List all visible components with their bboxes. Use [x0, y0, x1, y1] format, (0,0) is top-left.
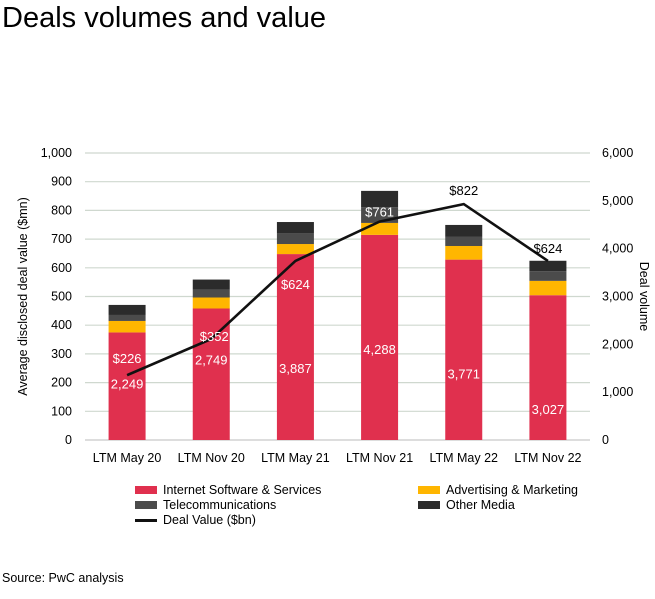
x-tick-label: LTM May 20 — [93, 451, 162, 465]
bar-segment — [192, 289, 230, 298]
bar-segment — [361, 234, 399, 440]
line-data-label: $624 — [281, 277, 310, 292]
left-tick-label: 300 — [51, 347, 72, 361]
legend-swatch — [418, 486, 440, 494]
x-tick-label: LTM Nov 22 — [514, 451, 581, 465]
legend-label: Telecommunications — [163, 498, 277, 512]
right-tick-label: 2,000 — [602, 337, 633, 351]
legend-label: Internet Software & Services — [163, 483, 322, 497]
bar-segment — [361, 190, 399, 208]
left-tick-label: 800 — [51, 203, 72, 217]
bar-data-label: 3,887 — [279, 361, 312, 376]
legend-label: Other Media — [446, 498, 515, 512]
bar-data-label: 3,027 — [532, 402, 565, 417]
bar-segment — [276, 233, 314, 245]
bar-segment — [529, 280, 567, 296]
y-axis-label: Average disclosed deal value ($mn) — [16, 197, 30, 396]
bar-segment — [192, 279, 230, 290]
right-tick-label: 4,000 — [602, 242, 633, 256]
page-title: Deals volumes and value — [2, 2, 327, 34]
legend-label: Deal Value ($bn) — [163, 513, 256, 527]
y2-axis-label: Deal volume — [637, 262, 651, 332]
legend-item: Other Media — [418, 498, 515, 512]
legend-swatch — [135, 501, 157, 509]
source-note: Source: PwC analysis — [2, 571, 124, 585]
bar-segment — [445, 259, 483, 440]
deal-value-line — [126, 202, 549, 377]
bar-segment — [276, 244, 314, 255]
legend-label: Advertising & Marketing — [446, 483, 579, 497]
bar-data-label: 4,288 — [363, 342, 396, 357]
bar-segment — [445, 224, 483, 237]
line-data-label: $226 — [113, 351, 142, 366]
bar-data-label: 2,749 — [195, 353, 228, 368]
left-tick-label: 0 — [65, 433, 72, 447]
left-tick-label: 600 — [51, 261, 72, 275]
legend-swatch — [418, 501, 440, 509]
bar-segment — [445, 245, 483, 260]
bar-segment — [529, 295, 567, 440]
left-tick-label: 900 — [51, 175, 72, 189]
bar-data-label: 3,771 — [447, 367, 480, 382]
bar-segment — [108, 314, 146, 321]
left-tick-label: 100 — [51, 404, 72, 418]
legend-item: Advertising & Marketing — [418, 483, 578, 497]
legend-swatch — [135, 486, 157, 494]
right-tick-label: 5,000 — [602, 194, 633, 208]
left-tick-label: 1,000 — [41, 146, 72, 160]
legend-item: Internet Software & Services — [135, 483, 321, 497]
left-tick-label: 500 — [51, 290, 72, 304]
x-tick-label: LTM Nov 20 — [178, 451, 245, 465]
bar-segment — [276, 254, 314, 440]
line-data-label: $624 — [533, 241, 562, 256]
right-tick-label: 6,000 — [602, 146, 633, 160]
left-tick-label: 700 — [51, 232, 72, 246]
x-tick-label: LTM Nov 21 — [346, 451, 413, 465]
chart: 0 100 200 300 400 500 600 700 800 900 1,000 0 1,000 2… — [16, 146, 651, 465]
line-data-label: $761 — [365, 205, 394, 220]
line-data-label: $822 — [449, 183, 478, 198]
left-tick-label: 400 — [51, 318, 72, 332]
legend-swatch — [135, 518, 157, 522]
right-tick-label: 1,000 — [602, 385, 633, 399]
x-tick-label: LTM May 21 — [261, 451, 330, 465]
bar-segment — [529, 271, 567, 281]
bar-segment — [192, 308, 230, 440]
x-tick-label: LTM May 22 — [429, 451, 498, 465]
bar-segment — [108, 332, 146, 440]
right-tick-label: 0 — [602, 433, 609, 447]
legend-item: Deal Value ($bn) — [135, 513, 256, 527]
right-tick-label: 3,000 — [602, 290, 633, 304]
legend-item: Telecommunications — [135, 498, 276, 512]
bar-segment — [108, 304, 146, 315]
bar-data-label: 2,249 — [111, 376, 144, 391]
bar-segment — [192, 297, 230, 309]
bar-segment — [529, 260, 567, 272]
bar-segment — [108, 320, 146, 333]
line-data-label: $352 — [200, 329, 229, 344]
bar-segment — [361, 222, 399, 235]
bar-segment — [276, 222, 314, 234]
bar-segment — [445, 236, 483, 246]
left-tick-label: 200 — [51, 376, 72, 390]
